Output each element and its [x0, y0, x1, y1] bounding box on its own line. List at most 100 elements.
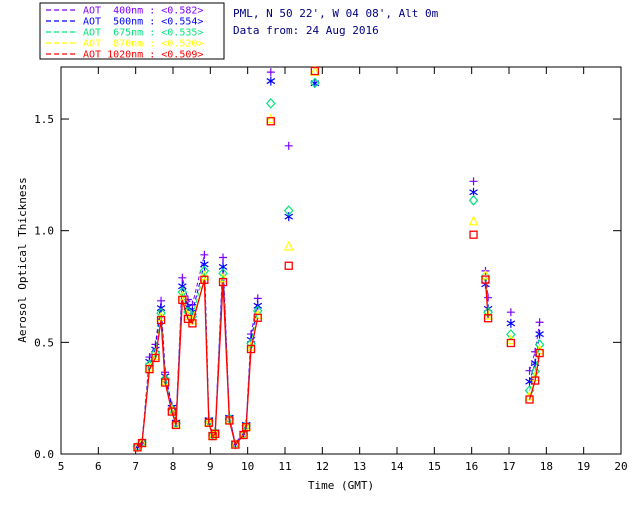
series-line-1020nm [137, 279, 259, 448]
square-marker [137, 438, 147, 448]
plus-marker [506, 308, 515, 317]
asterisk-marker [266, 76, 276, 86]
square-marker [167, 407, 177, 416]
triangle-marker [199, 270, 210, 281]
x-tick-label: 16 [465, 460, 478, 473]
triangle-marker [171, 418, 181, 429]
series-1020nm [133, 66, 544, 452]
square-marker [231, 440, 240, 449]
plus-marker [219, 253, 228, 262]
square-marker [178, 295, 187, 305]
legend-label: AOT 675nm : <0.535> [83, 28, 203, 39]
triangle-marker [166, 404, 177, 415]
legend-label: AOT 400nm : <0.582> [83, 6, 203, 17]
plus-marker [284, 141, 293, 150]
x-axis-ticks: 5 6 7 8 9 10 11 12 13 14 15 16 17 18 19 20 [58, 67, 628, 473]
triangle-marker [241, 420, 252, 431]
series-500nm [133, 76, 544, 452]
square-marker [156, 315, 166, 325]
series-line-400nm [137, 254, 259, 447]
square-marker [310, 66, 320, 76]
plus-marker [469, 177, 478, 186]
asterisk-marker [310, 78, 320, 88]
y-axis-label: Aerosol Optical Thickness [16, 177, 29, 343]
x-tick-label: 10 [241, 460, 254, 473]
square-marker [284, 261, 293, 270]
square-marker [200, 275, 209, 284]
x-tick-label: 19 [577, 460, 590, 473]
square-marker [225, 416, 234, 425]
plus-marker [535, 318, 544, 327]
legend-label: AOT 870nm : <0.520> [83, 39, 203, 50]
series-line-1020nm [528, 352, 541, 400]
legend-border [39, 2, 225, 60]
asterisk-marker [218, 262, 228, 272]
plot-frame [60, 66, 622, 455]
x-tick-label: 17 [502, 460, 515, 473]
triangle-marker [150, 350, 161, 361]
plus-marker [484, 293, 493, 302]
square-marker [211, 429, 220, 439]
square-marker [188, 319, 197, 328]
square-marker [483, 314, 493, 323]
asterisk-marker [506, 318, 516, 328]
triangle-marker [468, 215, 479, 226]
diamond-marker [218, 267, 228, 279]
plus-marker [188, 300, 197, 309]
x-tick-label: 7 [132, 460, 139, 473]
legend-row-400nm: AOT 400nm : <0.582> [46, 6, 203, 17]
square-marker [266, 117, 275, 126]
asterisk-marker [200, 259, 209, 269]
asterisk-marker [178, 281, 187, 291]
diamond-marker [266, 97, 276, 109]
triangle-marker [283, 240, 294, 251]
chart-subtitle: Data from: 24 Aug 2016 [233, 24, 379, 37]
diamond-marker [310, 77, 320, 89]
x-tick-label: 13 [353, 460, 366, 473]
square-marker [239, 430, 248, 440]
series-675nm [132, 77, 545, 453]
x-tick-label: 12 [316, 460, 329, 473]
legend-row-1020nm: AOT 1020nm : <0.509> [46, 50, 203, 61]
square-marker [481, 275, 490, 284]
x-tick-label: 8 [170, 460, 177, 473]
legend-row-675nm: AOT 675nm : <0.535> [46, 28, 203, 39]
legend-rows: AOT 400nm : <0.582>AOT 500nm : <0.554>AO… [46, 6, 203, 61]
y-axis-ticks: 0.0 0.5 1.0 1.5 [34, 113, 621, 461]
triangle-marker [309, 65, 320, 76]
plus-marker [253, 294, 262, 303]
plus-marker [266, 68, 275, 77]
x-tick-label: 11 [278, 460, 291, 473]
triangle-marker [480, 269, 491, 280]
diamond-marker [468, 194, 479, 206]
diamond-marker [199, 265, 210, 277]
legend-row-870nm: AOT 870nm : <0.520> [46, 39, 203, 50]
y-tick-label: 1.0 [34, 225, 54, 238]
square-marker [183, 314, 193, 324]
y-tick-label: 0.0 [34, 448, 54, 461]
x-tick-label: 14 [390, 460, 404, 473]
diamond-marker [283, 205, 294, 216]
y-tick-label: 1.5 [34, 113, 54, 126]
square-marker [246, 344, 256, 354]
series-870nm [132, 65, 545, 452]
square-marker [145, 364, 154, 374]
legend-row-500nm: AOT 500nm : <0.554> [46, 17, 203, 28]
triangle-marker [203, 416, 214, 427]
square-marker [151, 353, 160, 363]
triangle-marker [265, 113, 276, 124]
legend-label: AOT 500nm : <0.554> [83, 17, 203, 28]
square-marker [133, 443, 142, 452]
triangle-marker [224, 413, 235, 424]
y-tick-label: 0.5 [34, 336, 54, 349]
x-tick-label: 18 [540, 460, 553, 473]
chart-title: PML, N 50 22', W 04 08', Alt 0m [233, 7, 439, 20]
x-tick-label: 15 [428, 460, 441, 473]
square-marker [253, 313, 262, 322]
x-tick-label: 20 [614, 460, 627, 473]
square-marker [171, 420, 181, 430]
series-line-1020nm [484, 279, 489, 319]
series-400nm [133, 68, 544, 451]
legend-label: AOT 1020nm : <0.509> [83, 50, 203, 61]
